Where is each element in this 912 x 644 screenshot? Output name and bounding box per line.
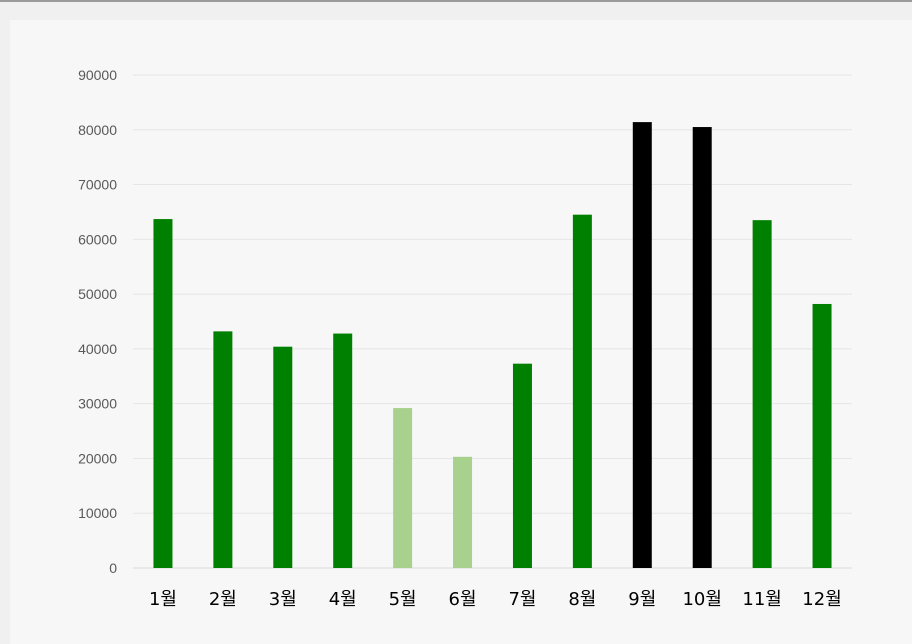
bar-1: [153, 219, 173, 568]
y-tick-label: 10000: [78, 505, 117, 521]
bar-4: [333, 333, 353, 568]
x-tick-label: 4월: [329, 589, 357, 610]
y-tick-label: 60000: [78, 231, 117, 247]
x-tick-label: 7월: [508, 589, 536, 610]
x-tick-label: 8월: [568, 589, 596, 610]
x-tick-label: 9월: [628, 589, 656, 610]
x-axis-ticks: 1월 2월 3월 4월 5월 6월 7월 8월 9월 10월 11월 12월: [149, 589, 842, 610]
x-tick-label: 1월: [149, 589, 177, 610]
y-tick-label: 70000: [78, 177, 117, 193]
x-tick-label: 6월: [449, 589, 477, 610]
y-tick-label: 50000: [78, 286, 117, 302]
bar-10: [692, 127, 712, 569]
top-border: [0, 0, 912, 2]
gridlines: [133, 74, 852, 514]
y-tick-label: 80000: [78, 122, 117, 138]
bar-5: [393, 408, 413, 568]
y-tick-label: 90000: [78, 67, 117, 83]
bar-6: [453, 456, 473, 568]
y-tick-label: 40000: [78, 341, 117, 357]
bar-7: [512, 363, 532, 568]
bar-8: [572, 214, 592, 568]
y-tick-label: 0: [109, 560, 117, 576]
bar-12: [812, 303, 832, 568]
bar-11: [752, 220, 772, 568]
y-axis-ticks: 0 10000 20000 30000 40000 50000 60000 70000 8000…: [78, 67, 117, 576]
bar-9: [632, 122, 652, 568]
y-tick-label: 30000: [78, 396, 117, 412]
x-tick-label: 10월: [682, 589, 721, 610]
x-tick-label: 12월: [802, 589, 841, 610]
y-tick-label: 20000: [78, 450, 117, 466]
bars: [153, 122, 832, 569]
x-tick-label: 2월: [209, 589, 237, 610]
bar-2: [213, 331, 233, 568]
bar-3: [273, 346, 293, 568]
x-tick-label: 3월: [269, 589, 297, 610]
x-tick-label: 11월: [742, 589, 781, 610]
x-tick-label: 5월: [389, 589, 417, 610]
